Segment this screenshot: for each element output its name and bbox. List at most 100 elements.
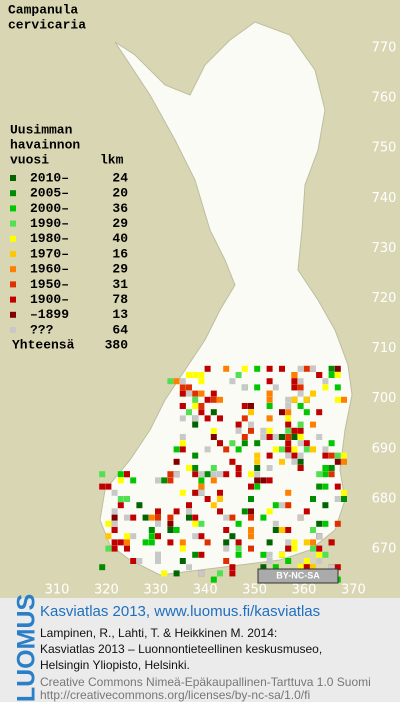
record-square [192, 421, 199, 428]
atlas-link: Kasviatlas 2013, www.luomus.fi/kasviatla… [40, 603, 320, 620]
record-square [217, 496, 223, 502]
record-square [124, 471, 130, 478]
legend-swatch [10, 190, 16, 197]
record-square [266, 539, 273, 546]
record-square [167, 471, 174, 478]
record-square [186, 409, 192, 416]
record-square [272, 384, 279, 391]
record-square [179, 390, 186, 397]
record-square [105, 533, 112, 540]
record-square [155, 514, 161, 521]
record-square [204, 471, 211, 478]
record-square [254, 465, 261, 471]
record-square [186, 465, 192, 471]
record-square [266, 365, 273, 372]
record-square [192, 514, 199, 521]
record-square [198, 520, 205, 527]
record-square [310, 564, 316, 571]
record-square [235, 421, 242, 428]
record-square [105, 483, 112, 490]
record-square [204, 539, 211, 546]
legend-swatch [10, 205, 16, 212]
record-square [223, 539, 230, 546]
record-square [179, 434, 186, 440]
record-square [198, 533, 205, 540]
east-label: 340 [193, 583, 218, 598]
record-square [285, 415, 292, 422]
north-label: 720 [372, 291, 397, 306]
record-square [254, 458, 261, 465]
record-square [210, 477, 217, 484]
record-square [235, 427, 242, 434]
record-square [198, 489, 205, 496]
record-square [173, 508, 180, 515]
record-square [130, 477, 137, 484]
record-square [334, 452, 341, 459]
record-square [198, 390, 205, 397]
record-square [241, 365, 248, 372]
legend-count: 13 [112, 307, 128, 322]
record-square [198, 483, 205, 490]
record-square [130, 533, 137, 540]
north-label: 680 [372, 491, 397, 506]
record-square [179, 378, 186, 385]
legend-label: 2000– [30, 201, 69, 216]
record-square [328, 372, 335, 378]
record-square [179, 384, 186, 391]
legend-label: ??? [30, 322, 54, 337]
record-square [279, 551, 285, 558]
record-square [322, 502, 329, 509]
record-square [173, 527, 180, 533]
record-square [235, 551, 242, 558]
record-square [161, 570, 168, 577]
record-square [260, 434, 267, 440]
record-square [328, 564, 335, 571]
east-label: 360 [292, 583, 317, 598]
record-square [322, 465, 329, 471]
record-square [285, 489, 292, 496]
record-square [217, 440, 223, 447]
record-square [248, 533, 254, 540]
record-square [148, 533, 155, 540]
legend-swatch [10, 311, 16, 318]
record-square [148, 539, 155, 546]
record-square [316, 533, 323, 540]
record-square [117, 502, 124, 509]
record-square [198, 403, 205, 409]
record-square [297, 378, 304, 385]
record-square [260, 477, 267, 484]
north-label: 750 [372, 141, 397, 156]
record-square [192, 551, 199, 558]
record-square [266, 403, 273, 409]
record-square [161, 477, 168, 484]
record-square [111, 520, 118, 527]
record-square [341, 496, 347, 502]
record-square [186, 372, 192, 378]
record-square [117, 477, 124, 484]
record-square [217, 489, 223, 496]
north-label: 730 [372, 241, 397, 256]
record-square [285, 539, 292, 546]
record-square [341, 489, 347, 496]
record-square [322, 378, 329, 385]
record-square [155, 508, 161, 515]
license-badge: BY-NC-SA [257, 568, 339, 584]
record-square [291, 458, 298, 465]
record-square [192, 533, 199, 540]
record-square [266, 477, 273, 484]
record-square [229, 378, 236, 385]
record-square [316, 558, 323, 564]
record-square [310, 446, 316, 453]
record-square [285, 527, 292, 533]
record-square [334, 564, 341, 571]
record-square [179, 440, 186, 447]
record-square [198, 378, 205, 385]
record-square [241, 403, 248, 409]
record-square [266, 378, 273, 385]
record-square [124, 539, 130, 546]
record-square [167, 514, 174, 521]
legend-count: 36 [112, 201, 128, 216]
record-square [334, 396, 341, 403]
record-square [235, 372, 242, 378]
record-square [260, 514, 267, 521]
